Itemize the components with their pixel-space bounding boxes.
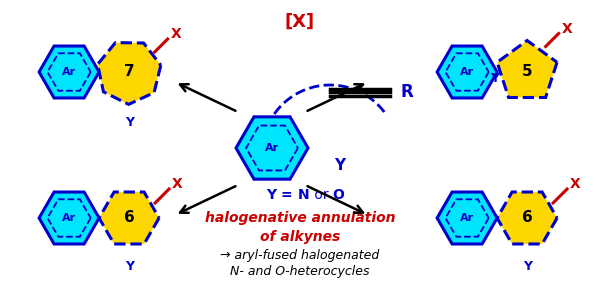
Polygon shape (497, 192, 557, 244)
Text: Y: Y (490, 72, 499, 85)
Text: Ar: Ar (62, 67, 76, 77)
Text: R: R (400, 83, 413, 101)
Text: Y: Y (125, 116, 134, 129)
Text: [X]: [X] (285, 13, 315, 31)
Polygon shape (437, 46, 497, 98)
Polygon shape (99, 192, 159, 244)
Text: 6: 6 (124, 211, 134, 226)
Text: X: X (172, 177, 182, 191)
Text: → aryl-fused halogenated: → aryl-fused halogenated (220, 249, 380, 262)
Polygon shape (98, 43, 161, 104)
Text: 6: 6 (522, 211, 532, 226)
Text: X: X (561, 21, 572, 35)
Text: O: O (332, 188, 344, 202)
Text: Y: Y (334, 157, 346, 173)
Text: X: X (170, 27, 181, 41)
Text: Y: Y (523, 260, 532, 273)
Text: Y: Y (125, 260, 134, 273)
Text: of alkynes: of alkynes (260, 230, 340, 244)
Text: X: X (570, 177, 580, 191)
Text: N: N (298, 188, 310, 202)
Polygon shape (39, 192, 99, 244)
Text: Ar: Ar (460, 213, 474, 223)
Polygon shape (437, 192, 497, 244)
Text: Y =: Y = (266, 188, 298, 202)
Text: halogenative annulation: halogenative annulation (205, 211, 395, 225)
Text: Ar: Ar (265, 143, 279, 153)
Text: 7: 7 (124, 64, 134, 79)
Polygon shape (236, 117, 308, 179)
Text: N- and O-heterocycles: N- and O-heterocycles (230, 266, 370, 278)
Polygon shape (497, 41, 557, 97)
Text: Ar: Ar (460, 67, 474, 77)
Polygon shape (39, 46, 99, 98)
Text: Ar: Ar (62, 213, 76, 223)
Text: or: or (310, 188, 333, 202)
Text: 5: 5 (522, 64, 532, 79)
